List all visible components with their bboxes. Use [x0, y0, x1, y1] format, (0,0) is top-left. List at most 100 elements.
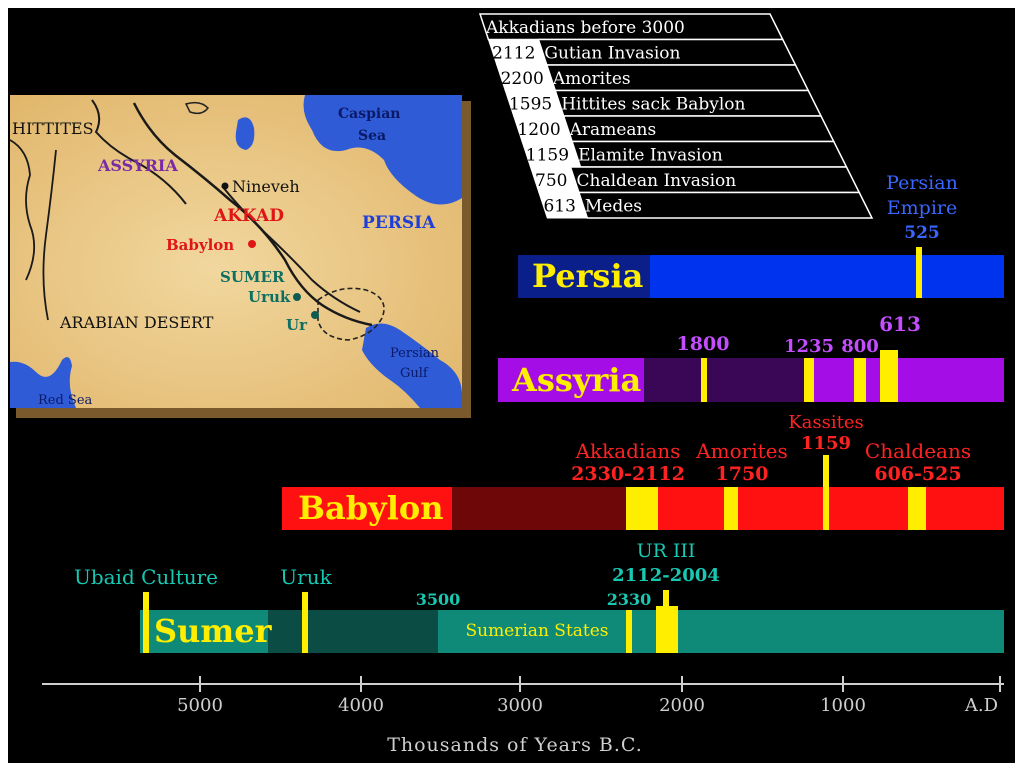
assyria-1235-marker [804, 358, 814, 402]
axis-tick-label: 3000 [497, 695, 543, 716]
sumer-uruk-marker [302, 592, 308, 653]
persian-empire-label-1: Persian [886, 172, 958, 194]
event-label: Amorites [552, 69, 631, 89]
events-table-row: Akkadians before 3000 [478, 13, 784, 41]
map-label-persian: Persian [390, 346, 440, 361]
map-label-hittites: HITTITES [12, 119, 94, 138]
map-label-caspian: Caspian [338, 106, 400, 122]
map-label-akkad: AKKAD [213, 206, 284, 226]
event-year: 1595 [509, 95, 552, 115]
time-axis: 5000 4000 3000 2000 1000 A.D Thousands of Yea… [42, 676, 1004, 756]
assyria-mark-613: 613 [879, 312, 921, 336]
persian-empire-label-2: Empire [887, 197, 957, 219]
sumer-2330-label: 2330 [607, 590, 652, 609]
axis-tick-label: A.D [964, 695, 998, 716]
event-label: Gutian Invasion [544, 44, 680, 64]
persian-empire-year: 525 [904, 223, 940, 243]
sumer-ur3-years: 2112-2004 [612, 565, 720, 586]
babylon-bar [626, 487, 1004, 530]
map-label-uruk: Uruk [248, 288, 291, 306]
babylon-row: Babylon Akkadians 2330-2112 Amorites 175… [282, 412, 1004, 530]
caspian-sea [303, 95, 462, 205]
event-year: 2112 [492, 44, 535, 64]
babylon-kassites-marker [823, 455, 829, 530]
assyria-mark-800: 800 [841, 336, 879, 357]
babylon-akkadians-marker [626, 487, 658, 530]
events-table-row: 750 Chaldean Invasion [529, 166, 861, 194]
sumer-ur3-label: UR III [637, 540, 696, 562]
map-label-babylon: Babylon [166, 236, 234, 254]
assyria-bar-label: Assyria [511, 361, 641, 399]
assyria-row: Assyria 1800 1235 800 613 [498, 312, 1004, 402]
sumer-ubaid-marker [143, 592, 149, 653]
persia-bar [650, 255, 1004, 298]
events-table-row: 2112 Gutian Invasion [487, 38, 797, 66]
mesopotamia-map: HITTITES ASSYRIA Nineveh AKKAD Babylon S… [9, 95, 471, 418]
map-label-red-sea: Red Sea [38, 393, 93, 408]
axis-tick-label: 5000 [177, 695, 223, 716]
persian-gulf [362, 323, 462, 408]
events-table-row: 2200 Amorites [496, 64, 810, 92]
assyria-1800-marker [701, 358, 707, 402]
persia-row: Persia Persian Empire 525 [518, 172, 1004, 298]
map-label-ur: Ur [286, 316, 308, 334]
sumer-uruk-label: Uruk [280, 565, 332, 589]
babylon-amorites-year: 1750 [716, 463, 769, 485]
red-sea [10, 357, 76, 408]
event-label: Akkadians before 3000 [485, 18, 685, 38]
sumer-ubaid-label: Ubaid Culture [74, 565, 218, 589]
event-label: Elamite Invasion [578, 146, 723, 166]
axis-tick-label: 2000 [659, 695, 705, 716]
map-label-sumer: SUMER [220, 268, 285, 286]
events-table-row: 1595 Hittites sack Babylon [504, 89, 823, 117]
map-label-sea: Sea [358, 128, 386, 144]
event-year: 750 [535, 171, 567, 191]
assyria-mark-1800: 1800 [677, 333, 730, 355]
map-label-gulf: Gulf [400, 366, 429, 381]
axis-tick-label: 1000 [820, 695, 866, 716]
axis-title: Thousands of Years B.C. [387, 734, 643, 756]
babylon-akkadians-label: Akkadians [575, 439, 681, 463]
axis-tick-label: 4000 [338, 695, 384, 716]
babylon-chaldeans-marker [908, 487, 926, 530]
babylon-chaldeans-label: Chaldeans [865, 439, 971, 463]
event-year: 1200 [517, 120, 560, 140]
assyria-800-marker [854, 358, 866, 402]
sumer-bar [438, 610, 1004, 653]
babylon-amorites-marker [724, 487, 738, 530]
assyria-mark-1235: 1235 [784, 336, 834, 357]
lake-van [235, 117, 255, 150]
babylon-akkadians-years: 2330-2112 [571, 463, 685, 485]
map-label-arabian-desert: ARABIAN DESERT [59, 313, 214, 332]
event-year: 1159 [526, 146, 569, 166]
persia-525-marker [916, 247, 922, 298]
babylon-bar-label: Babylon [298, 489, 444, 527]
persia-bar-label: Persia [532, 257, 643, 295]
event-year: 613 [543, 197, 575, 217]
babylon-chaldeans-years: 606-525 [874, 463, 961, 485]
events-table-row: 1159 Elamite Invasion [521, 140, 848, 168]
map-label-nineveh: Nineveh [232, 177, 300, 196]
map-label-persia: PERSIA [362, 213, 436, 233]
events-table-row: 1200 Arameans [512, 115, 835, 143]
event-label: Chaldean Invasion [576, 171, 736, 191]
sumer-3500-label: 3500 [416, 590, 461, 609]
babylon-kassites-label: Kassites [788, 412, 864, 433]
map-label-assyria: ASSYRIA [97, 156, 178, 175]
assyria-613-marker [880, 350, 898, 402]
event-label: Hittites sack Babylon [561, 95, 745, 115]
sumer-2330-marker [626, 610, 632, 653]
sumer-bar-label: Sumer [154, 612, 273, 650]
sumer-row: Sumer Ubaid Culture Uruk 3500 Sumerian S… [74, 540, 1004, 653]
babylon-amorites-label: Amorites [695, 439, 788, 463]
sumer-states-label: Sumerian States [465, 621, 608, 641]
sumer-ur3-marker [656, 606, 678, 653]
event-label: Medes [585, 197, 642, 217]
events-table-row: 613 Medes [538, 191, 874, 219]
babylon-kassites-year: 1159 [801, 433, 851, 454]
events-table: Akkadians before 3000 2112 Gutian Invasion… [478, 13, 874, 219]
assyria-bar [804, 358, 1004, 402]
event-label: Arameans [569, 120, 657, 140]
